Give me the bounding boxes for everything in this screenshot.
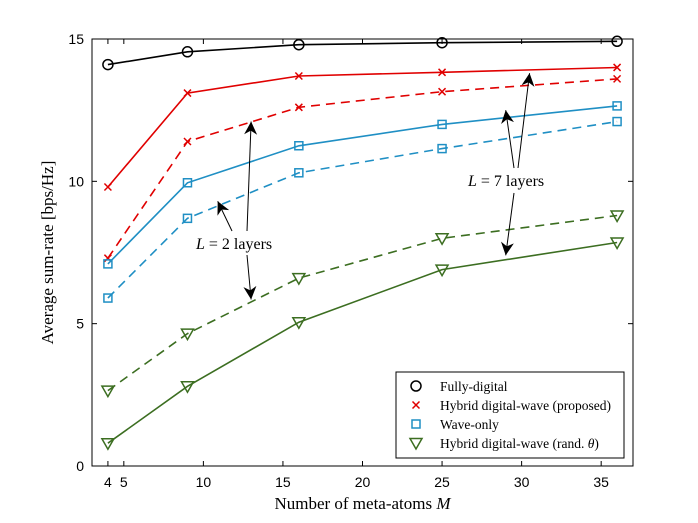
data-point: [294, 141, 304, 151]
data-point: [609, 210, 625, 224]
data-point: [180, 328, 195, 342]
annotation-label: L = 7 layers: [467, 173, 544, 190]
data-point: [438, 68, 447, 77]
y-tick-label: 5: [76, 316, 84, 332]
series-line: [107, 120, 618, 299]
annotation-arrow: [243, 254, 257, 300]
legend-marker: [408, 437, 424, 451]
annotation-1: L = 7 layers: [467, 73, 544, 256]
series-line: [107, 241, 618, 444]
data-point: [100, 385, 116, 399]
legend-marker: [411, 400, 421, 410]
annotation-arrow: [517, 73, 535, 169]
x-tick-label: 5: [120, 474, 128, 490]
y-tick-label: 10: [68, 173, 84, 189]
annotation-arrow: [217, 201, 233, 232]
annotation-arrow: [500, 192, 515, 256]
data-point: [103, 182, 112, 192]
y-tick-label: 15: [68, 31, 84, 47]
data-point: [102, 58, 114, 71]
data-point: [609, 237, 625, 251]
data-point: [180, 381, 195, 394]
series-line: [107, 40, 618, 66]
data-point: [183, 89, 192, 98]
data-point: [437, 143, 447, 154]
data-point: [182, 178, 193, 188]
annotation-0: L = 2 layers: [195, 121, 272, 300]
series-0: [102, 35, 623, 71]
annotation-label: L = 2 layers: [195, 236, 272, 253]
x-tick-label: 35: [593, 474, 609, 490]
data-point: [100, 437, 116, 451]
legend-item: Hybrid digital-wave (proposed): [411, 398, 611, 413]
annotation-arrow: [244, 121, 258, 232]
data-point: [437, 119, 447, 130]
x-axis-label: Number of meta-atoms M: [274, 494, 451, 513]
legend-item: Wave-only: [411, 417, 499, 432]
data-point: [434, 233, 450, 246]
data-point: [294, 103, 303, 112]
data-point: [291, 316, 307, 330]
x-tick-label: 20: [355, 474, 371, 490]
data-point: [613, 63, 622, 72]
data-point: [436, 36, 448, 49]
data-point: [181, 46, 194, 58]
legend-item: Hybrid digital-wave (rand. θ): [408, 436, 599, 451]
legend: Fully-digital Hybrid digital-wave (propos…: [395, 371, 625, 459]
series-4: [103, 116, 622, 303]
legend-marker: [411, 419, 421, 429]
legend-label: Wave-only: [440, 417, 499, 432]
data-point: [293, 38, 305, 51]
data-point: [294, 168, 304, 178]
series-line: [107, 214, 618, 392]
legend-label: Fully-digital: [440, 379, 508, 394]
series-3: [103, 101, 622, 269]
data-point: [294, 71, 303, 81]
data-point: [291, 272, 307, 286]
data-point: [103, 293, 113, 303]
legend-item: Fully-digital: [410, 379, 508, 394]
legend-marker: [410, 380, 422, 392]
data-point: [612, 101, 622, 111]
annotation-arrow: [501, 110, 515, 169]
x-tick-label: 25: [434, 474, 450, 490]
series-2: [103, 74, 622, 263]
data-point: [613, 74, 622, 83]
series-5: [100, 210, 625, 399]
series-line: [107, 78, 618, 259]
series-line: [107, 66, 618, 188]
x-tick-label: 15: [275, 474, 291, 490]
series-1: [103, 63, 622, 192]
data-point: [612, 116, 622, 127]
series-6: [100, 237, 625, 451]
data-point: [182, 213, 193, 224]
data-point: [438, 87, 447, 96]
x-tick-label: 10: [196, 474, 212, 490]
x-tick-label: 30: [514, 474, 530, 490]
data-point: [183, 137, 192, 146]
data-point: [434, 264, 450, 278]
data-point: [611, 35, 623, 48]
data-point: [103, 259, 113, 269]
series-line: [107, 105, 618, 265]
x-tick-label: 4: [104, 474, 112, 490]
legend-label: Hybrid digital-wave (rand. θ): [440, 436, 599, 451]
legend-label: Hybrid digital-wave (proposed): [440, 398, 611, 413]
y-axis-label: Average sum-rate [bps/Hz]: [38, 161, 57, 345]
y-tick-label: 0: [76, 458, 84, 474]
legend-box: [395, 371, 625, 459]
